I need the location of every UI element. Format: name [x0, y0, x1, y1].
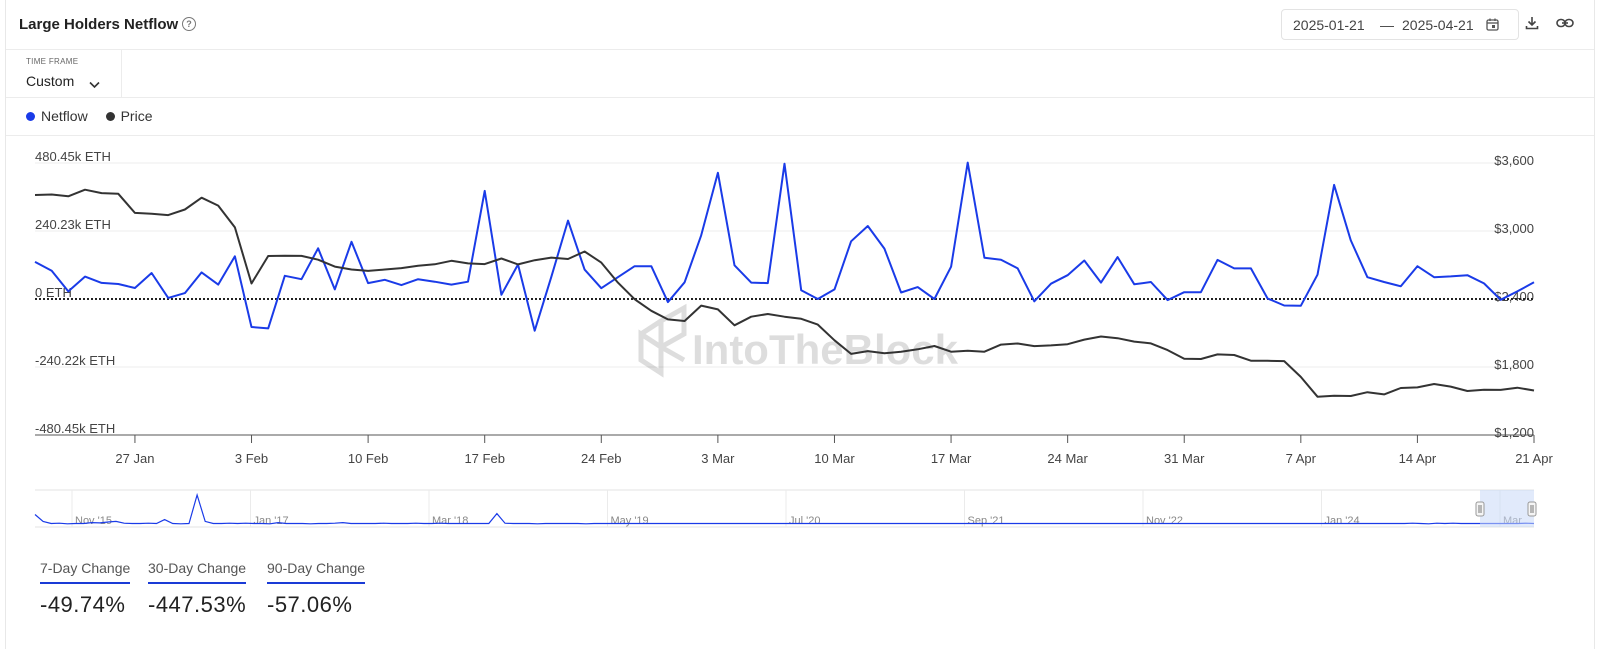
y-left-tick-label: 480.45k ETH [35, 149, 111, 164]
stat-30-day-label[interactable]: 30-Day Change [148, 560, 247, 584]
stat-90-day-label[interactable]: 90-Day Change [267, 560, 366, 584]
x-tick-label: 10 Mar [814, 451, 855, 466]
navigator-selection [1480, 490, 1534, 527]
download-icon[interactable] [1524, 15, 1540, 36]
y-left-tick-label: 240.23k ETH [35, 217, 111, 232]
y-right-tick-label: $2,400 [1494, 289, 1534, 304]
navigator-label: Mar '18 [432, 515, 468, 527]
date-from[interactable]: 2025-01-21 [1293, 17, 1365, 33]
timeframe-selector[interactable]: TIME FRAME Custom [6, 49, 122, 97]
navigator-label: Sep '21 [968, 515, 1005, 527]
stat-7-day[interactable]: 7-Day Change -49.74% [40, 560, 131, 618]
date-to[interactable]: 2025-04-21 [1402, 17, 1474, 33]
y-right-tick-label: $1,200 [1494, 425, 1534, 440]
x-tick-label: 10 Feb [348, 451, 388, 466]
divider [6, 97, 1594, 98]
stat-7-day-value: -49.74% [40, 592, 126, 617]
x-tick-label: 21 Apr [1515, 451, 1553, 466]
stat-30-day[interactable]: 30-Day Change -447.53% [148, 560, 247, 618]
legend-dot-netflow [26, 112, 35, 121]
navigator-label: Nov '22 [1146, 515, 1183, 527]
legend-label-price: Price [120, 108, 153, 124]
navigator-label: Jul '20 [789, 515, 820, 527]
navigator-label: Jan '24 [1325, 515, 1360, 527]
navigator-label: May '19 [611, 515, 649, 527]
chevron-down-icon[interactable] [89, 76, 100, 94]
chart-card: Large Holders Netflow ? 2025-01-21 — 202… [5, 0, 1595, 649]
x-tick-label: 31 Mar [1164, 451, 1205, 466]
legend-item-netflow[interactable]: Netflow [26, 108, 88, 124]
y-right-tick-label: $1,800 [1494, 357, 1534, 372]
card-header: Large Holders Netflow ? 2025-01-21 — 202… [6, 0, 1594, 50]
navigator-label: Jan '17 [254, 515, 289, 527]
x-tick-label: 27 Jan [115, 451, 154, 466]
x-tick-label: 14 Apr [1399, 451, 1437, 466]
stat-90-day[interactable]: 90-Day Change -57.06% [267, 560, 366, 618]
y-left-tick-label: -240.22k ETH [35, 353, 115, 368]
y-left-tick-label: 0 ETH [35, 285, 72, 300]
navigator-handle[interactable] [1475, 501, 1485, 517]
x-tick-label: 7 Apr [1286, 451, 1317, 466]
link-icon[interactable] [1556, 15, 1574, 36]
help-icon[interactable]: ? [182, 17, 196, 31]
chart-title: Large Holders Netflow [19, 16, 179, 33]
timeframe-label: TIME FRAME [26, 57, 79, 66]
stat-30-day-value: -447.53% [148, 592, 247, 617]
divider [6, 135, 1594, 136]
navigator-label: Nov '15 [75, 515, 112, 527]
x-tick-label: 17 Feb [464, 451, 504, 466]
calendar-icon[interactable] [1486, 18, 1499, 34]
date-separator: — [1380, 17, 1394, 33]
watermark-icon [638, 303, 687, 378]
navigator-handle[interactable] [1527, 501, 1537, 517]
y-right-tick-label: $3,000 [1494, 221, 1534, 236]
y-right-tick-label: $3,600 [1494, 153, 1534, 168]
x-tick-label: 3 Mar [701, 451, 735, 466]
stat-90-day-value: -57.06% [267, 592, 353, 617]
series-line-netflow [34, 161, 1535, 332]
legend-label-netflow: Netflow [41, 108, 88, 124]
legend: Netflow Price [26, 108, 166, 124]
navigator-series-line [34, 492, 1535, 525]
x-tick-label: 24 Feb [581, 451, 621, 466]
x-tick-label: 3 Feb [235, 451, 268, 466]
series-line-price [34, 188, 1535, 398]
y-left-tick-label: -480.45k ETH [35, 421, 115, 436]
timeframe-value[interactable]: Custom [26, 73, 75, 89]
x-tick-label: 24 Mar [1047, 451, 1088, 466]
stat-7-day-label[interactable]: 7-Day Change [40, 560, 131, 584]
legend-dot-price [105, 112, 115, 121]
legend-item-price[interactable]: Price [105, 108, 153, 124]
x-tick-label: 17 Mar [931, 451, 972, 466]
date-range-picker[interactable]: 2025-01-21 — 2025-04-21 [1281, 9, 1519, 40]
